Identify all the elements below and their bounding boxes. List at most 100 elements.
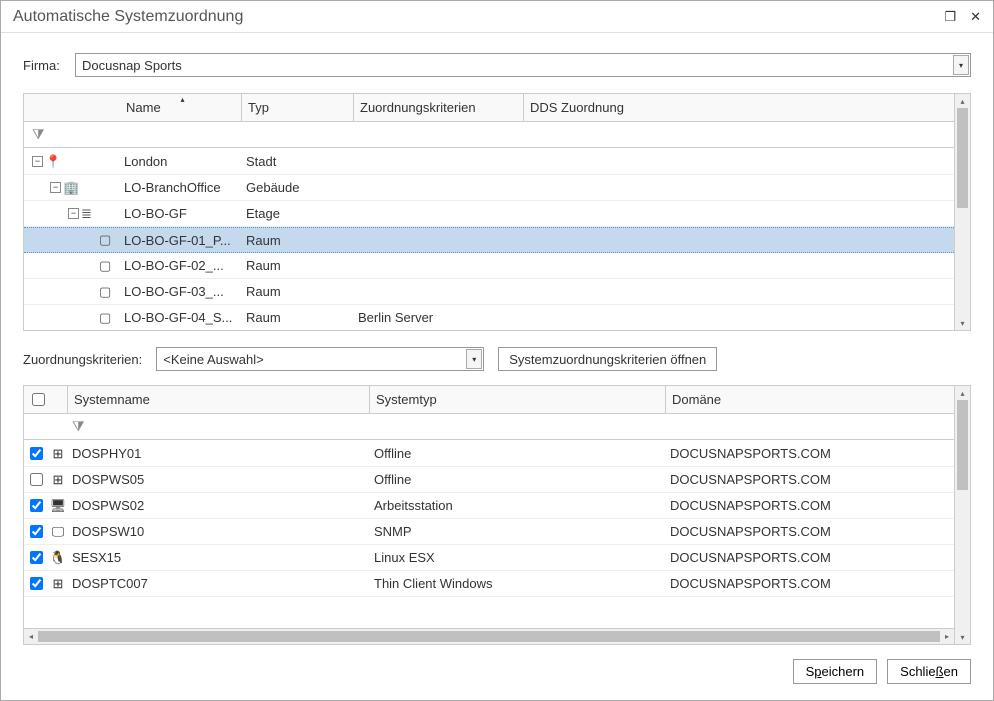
- system-name: DOSPTC007: [68, 576, 370, 591]
- row-checkbox-cell: [24, 525, 48, 538]
- system-name: DOSPHY01: [68, 446, 370, 461]
- system-type-icon: 🖥: [48, 498, 68, 514]
- node-icon: ▢: [99, 258, 111, 274]
- scroll-down-icon[interactable]: ▾: [955, 630, 970, 644]
- col-zk[interactable]: Zuordnungskriterien: [354, 94, 524, 121]
- system-domain: DOCUSNAPSPORTS.COM: [666, 498, 954, 513]
- system-name: DOSPSW10: [68, 524, 370, 539]
- row-checkbox-cell: [24, 577, 48, 590]
- scroll-down-icon[interactable]: ▾: [955, 316, 970, 330]
- col-checkbox[interactable]: [24, 386, 68, 413]
- col-name[interactable]: Name▴: [120, 94, 242, 121]
- tree-row[interactable]: −🏢 LO-BranchOfficeGebäude: [24, 175, 954, 201]
- row-checkbox-cell: [24, 473, 48, 486]
- scroll-up-icon[interactable]: ▴: [955, 94, 970, 108]
- criteria-dropdown-icon[interactable]: ▾: [466, 349, 482, 369]
- expander-icon[interactable]: −: [68, 208, 79, 219]
- criteria-row: Zuordnungskriterien: <Keine Auswahl> ▾ S…: [23, 347, 971, 371]
- tree-name: LO-BO-GF-02_...: [120, 258, 242, 273]
- firma-value: Docusnap Sports: [82, 58, 182, 73]
- tree-struct-cell: ▢: [24, 232, 120, 248]
- systems-vscroll[interactable]: ▴ ▾: [954, 386, 970, 644]
- system-domain: DOCUSNAPSPORTS.COM: [666, 472, 954, 487]
- tree-row[interactable]: ▢LO-BO-GF-04_S...RaumBerlin Server: [24, 305, 954, 330]
- criteria-select[interactable]: <Keine Auswahl> ▾: [156, 347, 484, 371]
- system-domain: DOCUSNAPSPORTS.COM: [666, 524, 954, 539]
- col-systemname[interactable]: Systemname: [68, 386, 370, 413]
- save-button[interactable]: Speichern: [793, 659, 878, 684]
- system-domain: DOCUSNAPSPORTS.COM: [666, 550, 954, 565]
- row-checkbox[interactable]: [30, 473, 43, 486]
- node-icon: ≣: [81, 206, 92, 222]
- tree-row[interactable]: ▢LO-BO-GF-03_...Raum: [24, 279, 954, 305]
- tree-name: LO-BO-GF-01_P...: [120, 233, 242, 248]
- content-area: Firma: Docusnap Sports ▾ Name▴ Typ Zuord…: [1, 33, 993, 700]
- tree-typ: Raum: [242, 310, 354, 325]
- scroll-thumb[interactable]: [957, 108, 968, 208]
- row-checkbox[interactable]: [30, 499, 43, 512]
- system-row[interactable]: ⊞DOSPWS05OfflineDOCUSNAPSPORTS.COM: [24, 467, 954, 493]
- criteria-value: <Keine Auswahl>: [163, 352, 263, 367]
- system-domain: DOCUSNAPSPORTS.COM: [666, 576, 954, 591]
- open-criteria-button[interactable]: Systemzuordnungskriterien öffnen: [498, 347, 717, 371]
- tree-header: Name▴ Typ Zuordnungskriterien DDS Zuordn…: [24, 94, 970, 122]
- tree-struct-cell: −≣: [24, 206, 120, 222]
- col-systemtyp[interactable]: Systemtyp: [370, 386, 666, 413]
- row-checkbox[interactable]: [30, 447, 43, 460]
- tree-row[interactable]: −≣LO-BO-GFEtage: [24, 201, 954, 227]
- col-dds[interactable]: DDS Zuordnung: [524, 94, 970, 121]
- scroll-up-icon[interactable]: ▴: [955, 386, 970, 400]
- node-icon: 🏢: [63, 180, 79, 196]
- tree-row[interactable]: ▢LO-BO-GF-01_P...Raum: [24, 227, 954, 253]
- system-type-icon: ⊞: [48, 472, 68, 488]
- firma-select[interactable]: Docusnap Sports ▾: [75, 53, 971, 77]
- systems-hscroll[interactable]: ◂ ▸: [24, 628, 954, 644]
- scroll-thumb[interactable]: [38, 631, 940, 642]
- tree-name: London: [120, 154, 242, 169]
- scroll-left-icon[interactable]: ◂: [24, 629, 38, 644]
- tree-body: −📍LondonStadt−🏢LO-BranchOfficeGebäude−≣L…: [24, 149, 954, 330]
- system-type-icon: 🖵: [48, 524, 68, 540]
- close-button[interactable]: Schließen: [887, 659, 971, 684]
- system-row[interactable]: ⊞DOSPTC007Thin Client WindowsDOCUSNAPSPO…: [24, 571, 954, 597]
- filter-icon[interactable]: ⧩: [72, 418, 85, 435]
- tree-typ: Raum: [242, 233, 354, 248]
- dialog-window: Automatische Systemzuordnung ❐ ✕ Firma: …: [0, 0, 994, 701]
- maximize-icon[interactable]: ❐: [944, 9, 956, 25]
- system-row[interactable]: 🐧SESX15Linux ESXDOCUSNAPSPORTS.COM: [24, 545, 954, 571]
- col-typ[interactable]: Typ: [242, 94, 354, 121]
- tree-typ: Raum: [242, 258, 354, 273]
- filter-icon[interactable]: ⧩: [32, 126, 45, 143]
- expander-icon[interactable]: −: [32, 156, 43, 167]
- tree-typ: Stadt: [242, 154, 354, 169]
- systems-panel: Systemname Systemtyp Domäne ⧩ ⊞DOSPHY01O…: [23, 385, 971, 645]
- tree-typ: Gebäude: [242, 180, 354, 195]
- node-icon: 📍: [45, 154, 61, 170]
- tree-filter-row: ⧩: [24, 122, 970, 148]
- system-row[interactable]: 🖥DOSPWS02ArbeitsstationDOCUSNAPSPORTS.CO…: [24, 493, 954, 519]
- row-checkbox[interactable]: [30, 525, 43, 538]
- system-typ: Arbeitsstation: [370, 498, 666, 513]
- firma-dropdown-icon[interactable]: ▾: [953, 55, 969, 75]
- select-all-checkbox[interactable]: [32, 393, 45, 406]
- tree-row[interactable]: −📍LondonStadt: [24, 149, 954, 175]
- col-domain[interactable]: Domäne: [666, 386, 970, 413]
- system-row[interactable]: ⊞DOSPHY01OfflineDOCUSNAPSPORTS.COM: [24, 441, 954, 467]
- row-checkbox[interactable]: [30, 577, 43, 590]
- system-row[interactable]: 🖵DOSPSW10SNMPDOCUSNAPSPORTS.COM: [24, 519, 954, 545]
- system-type-icon: ⊞: [48, 446, 68, 462]
- close-icon[interactable]: ✕: [970, 9, 981, 25]
- row-checkbox[interactable]: [30, 551, 43, 564]
- tree-name: LO-BranchOffice: [120, 180, 242, 195]
- tree-struct-cell: −📍: [24, 154, 120, 170]
- node-icon: ▢: [99, 284, 111, 300]
- tree-row[interactable]: ▢ LO-BO-GF-02_...Raum: [24, 253, 954, 279]
- scroll-right-icon[interactable]: ▸: [940, 629, 954, 644]
- row-checkbox-cell: [24, 499, 48, 512]
- scroll-thumb[interactable]: [957, 400, 968, 490]
- expander-icon[interactable]: −: [50, 182, 61, 193]
- system-typ: Offline: [370, 446, 666, 461]
- tree-vscroll[interactable]: ▴ ▾: [954, 94, 970, 330]
- row-checkbox-cell: [24, 551, 48, 564]
- tree-name: LO-BO-GF-03_...: [120, 284, 242, 299]
